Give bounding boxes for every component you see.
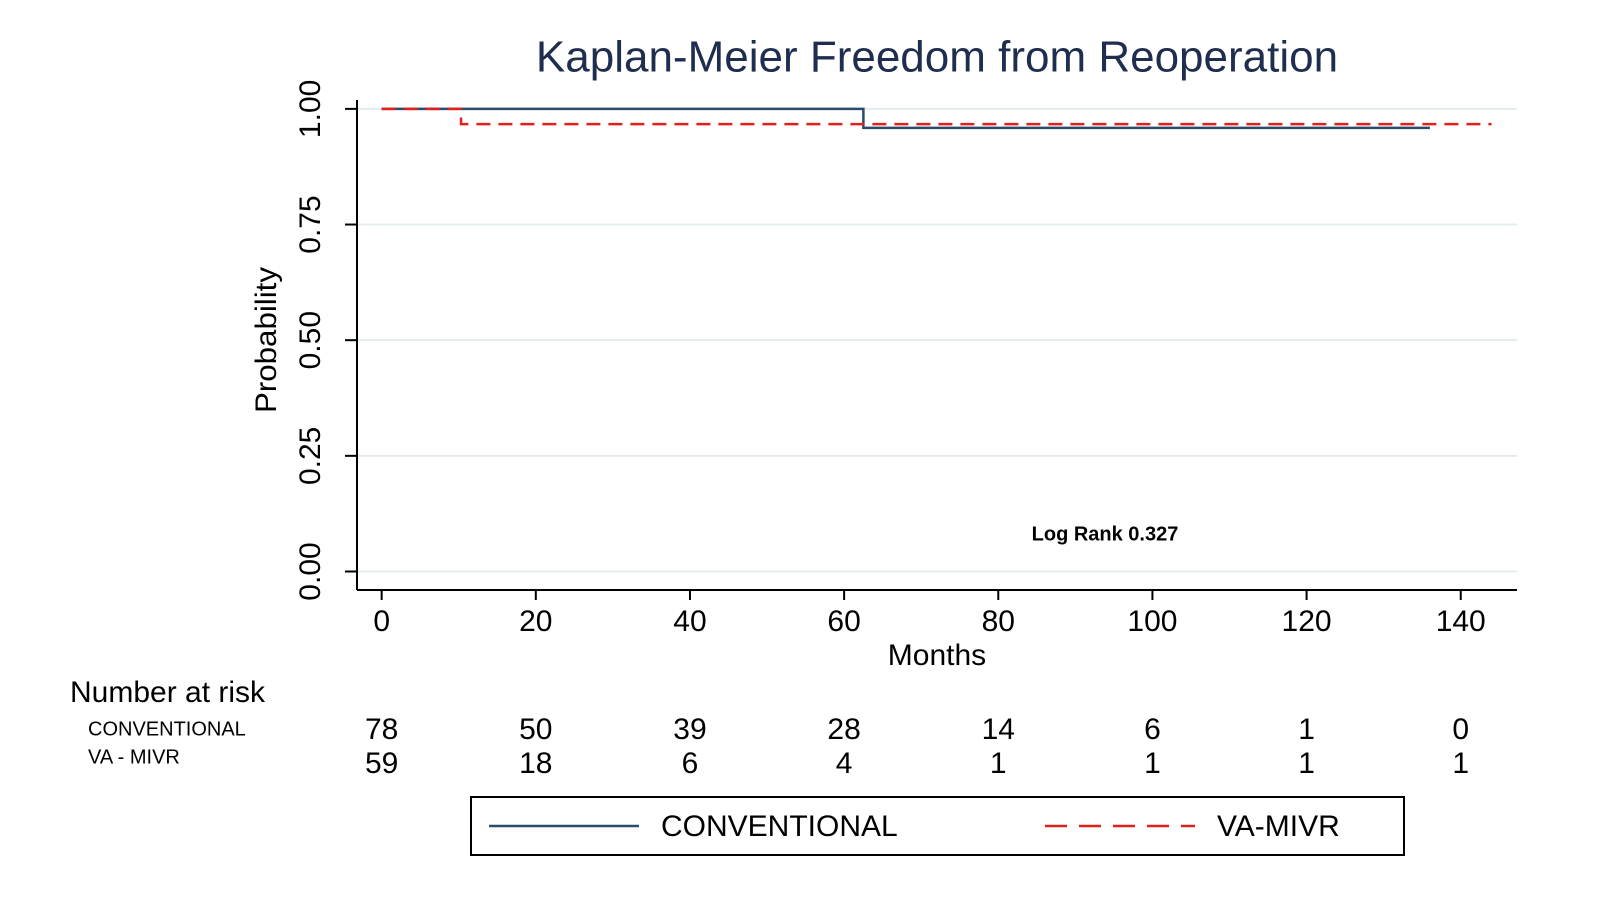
- y-tick-label: 0.50: [294, 311, 327, 369]
- risk-value: 6: [682, 747, 699, 780]
- x-tick-label: 20: [519, 605, 552, 638]
- y-tick-label: 0.25: [294, 427, 327, 485]
- annotation: Log Rank 0.327: [1032, 523, 1179, 545]
- risk-value: 78: [365, 713, 398, 746]
- y-tick-label: 0.00: [294, 542, 327, 600]
- y-tick-label: 0.75: [294, 195, 327, 253]
- x-tick-label: 60: [827, 605, 860, 638]
- risk-value: 4: [836, 747, 853, 780]
- risk-value: 1: [1144, 747, 1161, 780]
- x-tick-label: 0: [373, 605, 390, 638]
- risk-value: 39: [673, 713, 706, 746]
- risk-row-name: VA - MIVR: [88, 746, 180, 768]
- x-tick-label: 80: [982, 605, 1015, 638]
- risk-value: 1: [990, 747, 1007, 780]
- chart-title: Kaplan-Meier Freedom from Reoperation: [536, 33, 1338, 82]
- x-tick-label: 40: [673, 605, 706, 638]
- risk-value: 1: [1452, 747, 1469, 780]
- survival-line: [381, 107, 1492, 126]
- risk-value: 1: [1298, 747, 1315, 780]
- risk-value: 50: [519, 713, 552, 746]
- y-axis-label: Probability: [250, 267, 283, 413]
- risk-value: 18: [519, 747, 552, 780]
- risk-value: 6: [1144, 713, 1161, 746]
- y-tick-label: 1.00: [294, 80, 327, 138]
- legend-box: [470, 796, 1405, 856]
- legend-label: CONVENTIONAL: [661, 810, 898, 843]
- legend-label: VA-MIVR: [1217, 810, 1340, 843]
- x-tick-label: 100: [1127, 605, 1177, 638]
- x-axis-label: Months: [888, 639, 986, 672]
- x-tick-label: 140: [1436, 605, 1486, 638]
- risk-value: 28: [827, 713, 860, 746]
- risk-value: 14: [982, 713, 1015, 746]
- risk-row-name: CONVENTIONAL: [88, 718, 246, 740]
- survival-line: [381, 107, 1430, 130]
- risk-value: 59: [365, 747, 398, 780]
- x-tick-label: 120: [1282, 605, 1332, 638]
- risk-value: 1: [1298, 713, 1315, 746]
- risk-table-title: Number at risk: [70, 676, 266, 709]
- risk-value: 0: [1452, 713, 1469, 746]
